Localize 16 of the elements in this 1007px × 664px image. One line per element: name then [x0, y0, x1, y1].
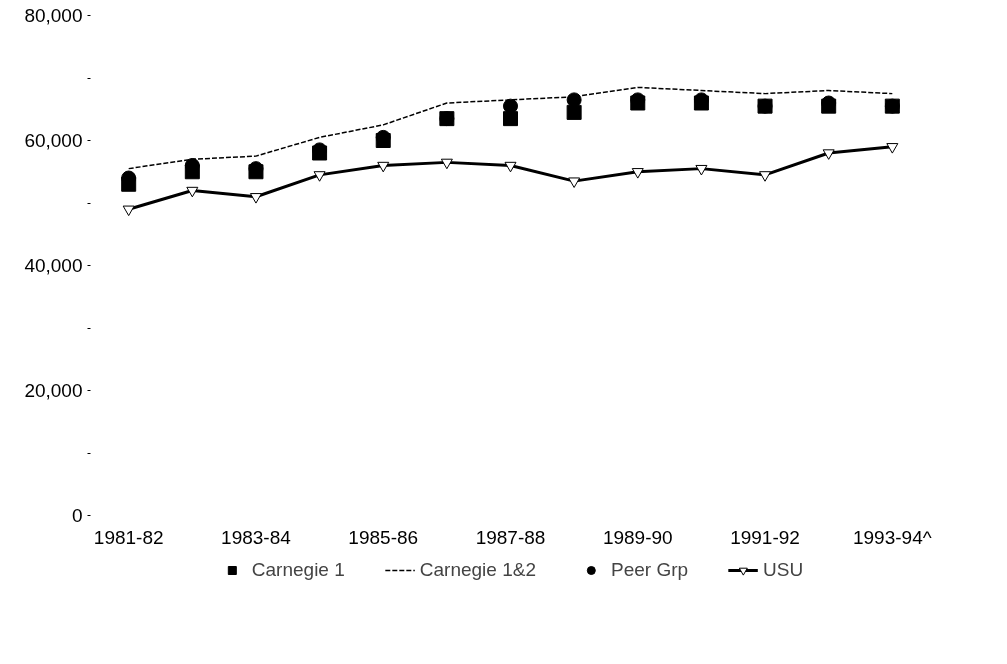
- y-tick-label: 80,000: [24, 5, 83, 26]
- x-tick-label: 1993-94^: [853, 526, 932, 548]
- legend-label: USU: [763, 559, 804, 581]
- x-tick-label: 1987-88: [475, 526, 546, 548]
- x-tick-label: 1991-92: [730, 526, 800, 548]
- x-tick-label: 1981-82: [93, 526, 164, 548]
- x-tick-label: 1985-86: [348, 526, 419, 548]
- legend-label: Peer Grp: [610, 559, 689, 581]
- y-tick-label: 60,000: [24, 130, 83, 151]
- legend-label: Carnegie 1: [251, 559, 345, 581]
- x-tick-label: 1989-90: [602, 526, 673, 548]
- y-tick-label: 20,000: [24, 380, 83, 401]
- legend-label: Carnegie 1&2: [419, 559, 536, 581]
- y-tick-label: 40,000: [24, 255, 83, 276]
- x-tick-label: 1983-84: [221, 526, 292, 548]
- y-tick-label: 0: [71, 505, 83, 526]
